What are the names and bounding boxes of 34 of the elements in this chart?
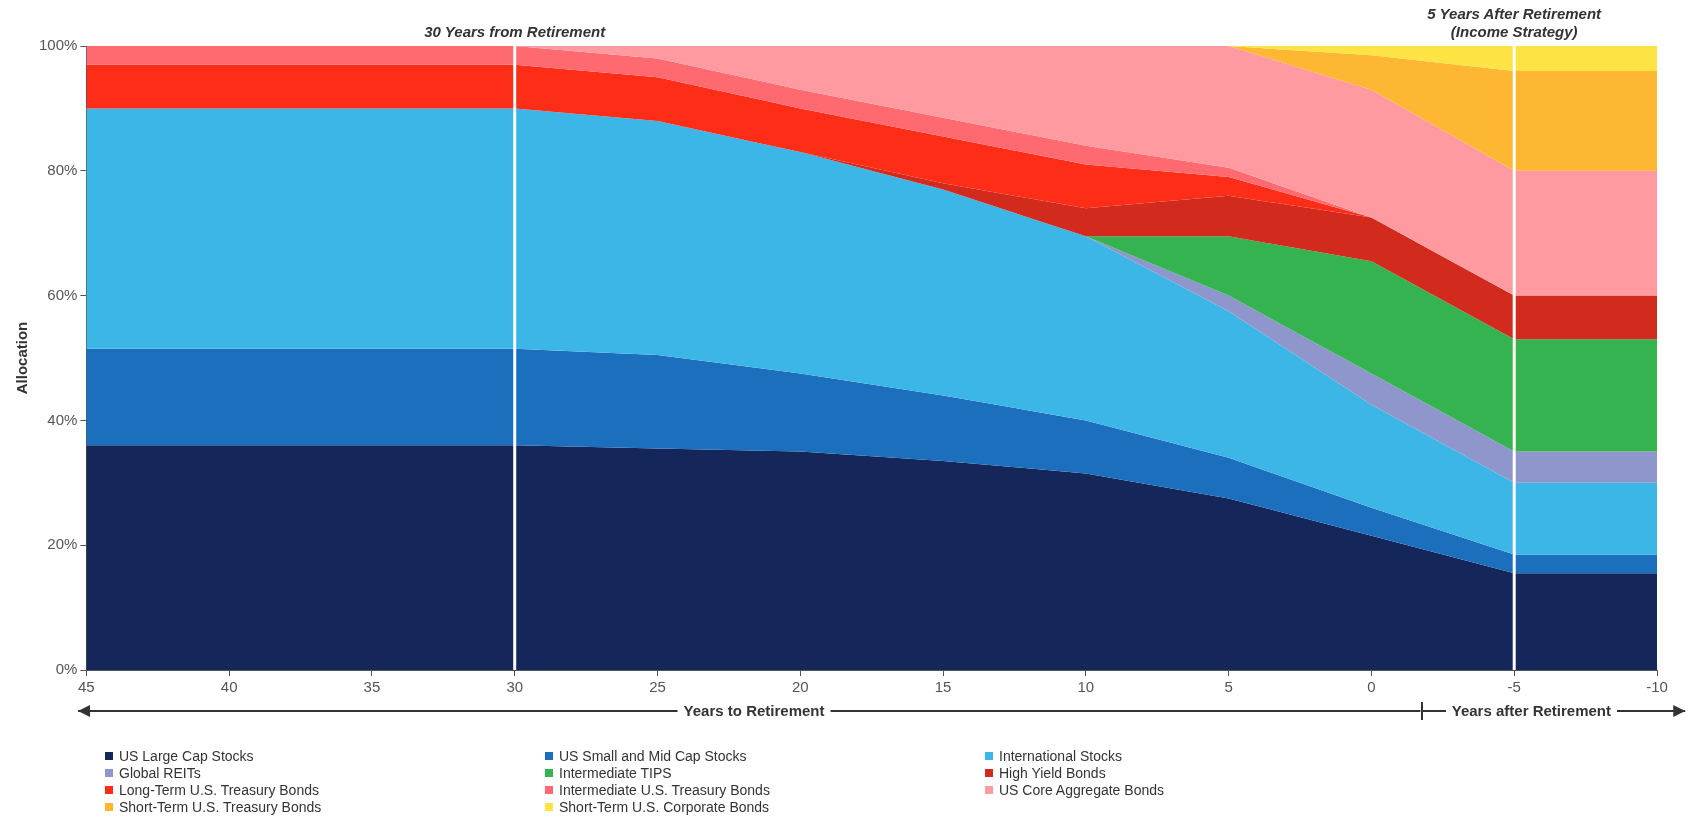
x-tick-label: 45 (78, 678, 95, 696)
y-tick-label: 20% (47, 535, 78, 553)
legend-label: Intermediate U.S. Treasury Bonds (559, 782, 770, 798)
x-tick-label: 30 (506, 678, 524, 696)
legend-label: US Core Aggregate Bonds (999, 782, 1164, 798)
legend-label: High Yield Bonds (999, 765, 1106, 781)
legend-label: US Large Cap Stocks (119, 748, 254, 764)
legend-label: Global REITs (119, 765, 201, 781)
legend-label: Long-Term U.S. Treasury Bonds (119, 782, 319, 798)
x-tick-label: 0 (1367, 678, 1376, 696)
x-tick-label: 40 (220, 678, 238, 696)
x-tick-label: 15 (934, 678, 952, 696)
y-tick-label: 40% (47, 410, 78, 428)
x-tick-label: 10 (1077, 678, 1095, 696)
x-tick-label: 25 (649, 678, 666, 696)
y-tick-label: 80% (47, 160, 78, 178)
legend-label: International Stocks (999, 748, 1122, 764)
y-axis-title: Allocation (13, 321, 31, 395)
x-tick-label: 35 (363, 678, 381, 696)
legend-label: US Small and Mid Cap Stocks (559, 748, 747, 764)
ref-line-label: 30 Years from Retirement (424, 22, 607, 40)
y-tick-label: 60% (47, 285, 78, 303)
x-tick-label: 20 (791, 678, 809, 696)
text: Years after Retirement (1445, 702, 1617, 720)
x-axis-title: Years to Retirement (677, 702, 831, 720)
x-tick-label: -10 (1646, 678, 1668, 696)
legend-label: Short-Term U.S. Corporate Bonds (559, 799, 770, 815)
legend-label: Intermediate TIPS (559, 765, 672, 781)
ref-line-label: 5 Years After Retirement (Income Strategy) (1427, 4, 1603, 40)
y-tick-label: 100% (38, 36, 78, 54)
y-tick-label: 0% (55, 660, 78, 678)
legend-label: Short-Term U.S. Treasury Bonds (119, 799, 322, 815)
x-tick-label: -5 (1507, 678, 1521, 696)
x-tick-label: 5 (1224, 678, 1233, 696)
